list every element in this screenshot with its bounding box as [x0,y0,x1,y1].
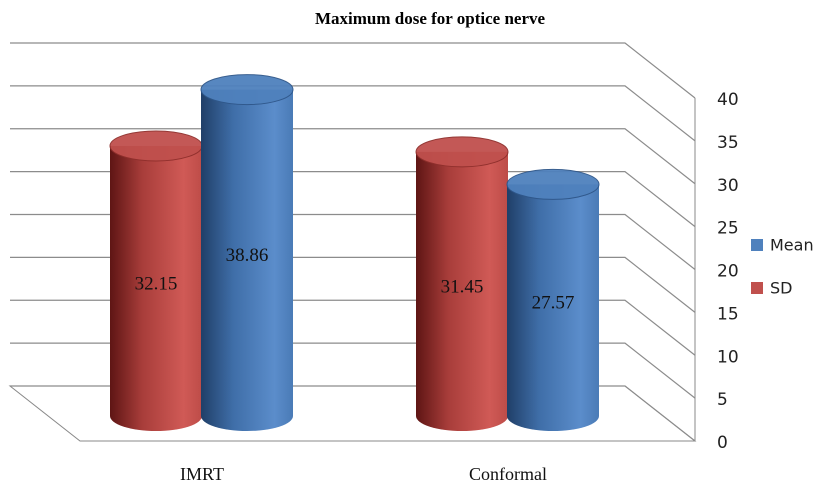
bar-top [200,74,294,106]
bar-top [109,130,203,162]
legend-swatch [751,239,763,251]
bar [201,89,293,432]
x-tick-label: Conformal [469,464,547,484]
y-tick-label: 25 [717,219,739,239]
y-tick-label: 20 [717,262,739,282]
y-tick-label: 5 [717,390,728,410]
bar [110,145,202,431]
y-tick-label: 15 [717,304,739,324]
chart-title: Maximum dose for optice nerve [315,9,546,28]
grid-line [10,85,696,142]
legend-label: Mean [770,236,814,255]
data-label: 38.86 [226,245,269,266]
legend-swatch [751,282,763,294]
data-label: 32.15 [135,273,178,294]
bar [507,184,599,431]
y-tick-label: 30 [717,176,739,196]
bar [416,151,508,431]
data-label: 27.57 [532,293,575,314]
grid-line [10,42,696,99]
y-tick-label: 40 [717,90,739,110]
x-tick-label: IMRT [180,464,224,484]
bar-top [506,168,600,200]
data-label: 31.45 [441,276,484,297]
legend-label: SD [770,279,792,298]
y-tick-label: 10 [717,347,739,367]
y-tick-label: 0 [717,433,728,453]
bar-top [415,136,509,168]
y-tick-label: 35 [717,133,739,153]
